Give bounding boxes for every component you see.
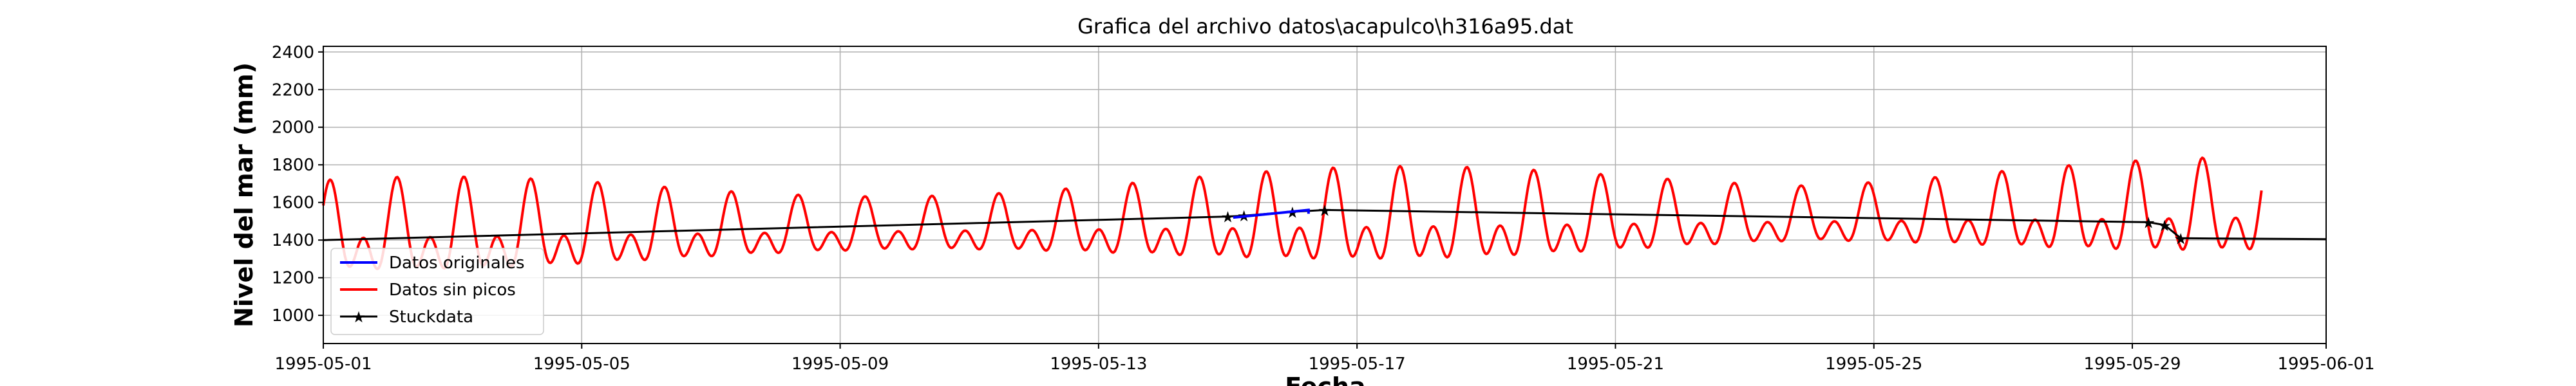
x-tick-label: 1995-05-25 [1825,354,1922,374]
stuckdata-star-marker: ★ [1318,201,1332,219]
stuckdata-star-marker: ★ [2174,230,2188,248]
legend-label-stuckdata: Stuckdata [389,308,473,327]
y-tick-label: 1600 [272,194,314,213]
x-tick-label: 1995-05-17 [1309,354,1406,374]
series-line-datos-originales [1233,208,1310,219]
x-tick-label: 1995-05-21 [1567,354,1664,374]
grid [323,46,2327,344]
x-axis-label: Fecha [1285,372,1365,386]
x-axis: 1995-05-01 1995-05-05 1995-05-09 1995-05-13… [274,344,2375,374]
y-tick-label: 2200 [272,80,314,100]
y-axis-label: Nivel del mar (mm) [230,62,258,327]
legend-label-sin-picos: Datos sin picos [389,280,516,300]
y-tick-label: 2000 [272,118,314,138]
y-tick-label: 1000 [272,306,314,326]
x-tick-label: 1995-05-09 [791,354,889,374]
plot-area-frame [323,46,2327,344]
x-tick-label: 1995-05-29 [2083,354,2181,374]
stuckdata-star-marker: ★ [2141,214,2155,232]
x-tick-label: 1995-05-13 [1050,354,1147,374]
legend: Datos originales Datos sin picos ★ Stuck… [330,248,544,335]
series-line-datos-sin-picos [322,156,2263,270]
legend-frame [330,248,544,335]
x-tick-label: 1995-05-01 [274,354,372,374]
chart-title: Grafica del archivo datos\acapulco\h316a… [1077,14,1573,39]
y-tick-label: 1800 [272,156,314,175]
x-tick-label: 1995-05-05 [533,354,630,374]
x-tick-label: 1995-06-01 [2277,354,2374,374]
stuckdata-star-marker: ★ [1221,208,1235,226]
y-tick-label: 1200 [272,269,314,288]
series-layer: ★ ★ ★ ★★ ★★ [322,156,2327,270]
legend-label-originales: Datos originales [389,253,525,273]
y-tick-label: 2400 [272,43,314,62]
stuckdata-star-marker: ★ [2157,217,2172,235]
legend-star-icon: ★ [352,308,366,326]
y-axis: 1000 1200 1400 1600 1800 2000 2200 2400 [272,43,323,326]
y-tick-label: 1400 [272,231,314,250]
